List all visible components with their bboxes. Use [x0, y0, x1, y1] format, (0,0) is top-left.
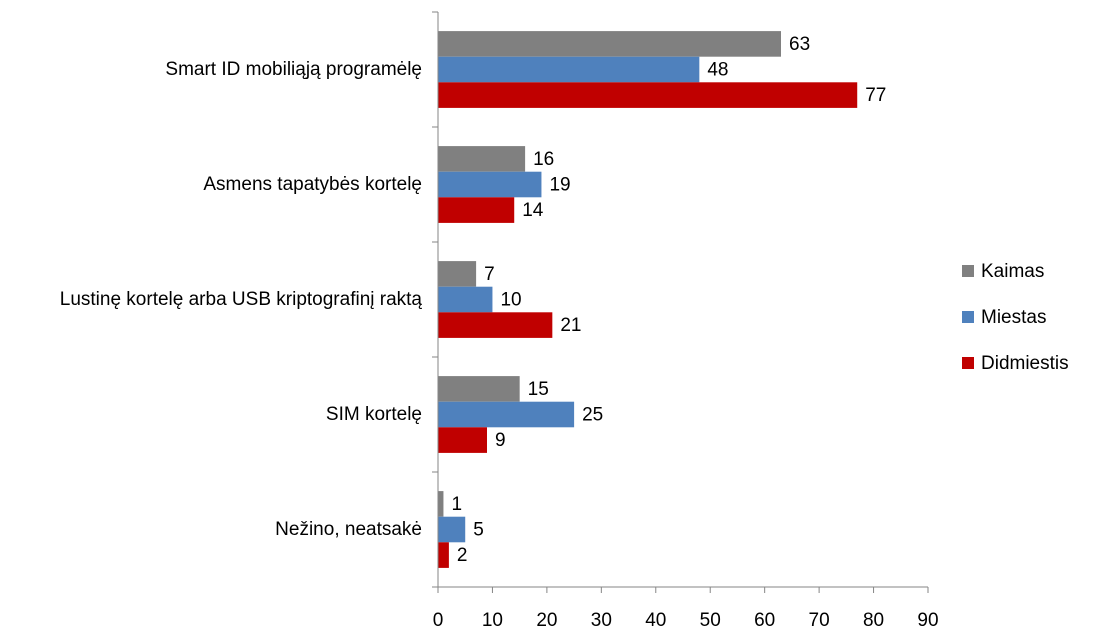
data-label: 7 — [484, 264, 495, 285]
data-label: 2 — [457, 545, 468, 566]
y-tick-text: Smart ID mobiliąją programėlę — [165, 58, 422, 80]
bar — [438, 146, 526, 172]
x-tick-label: 40 — [645, 610, 666, 631]
x-tick-label: 60 — [754, 610, 775, 631]
data-label: 15 — [528, 379, 549, 400]
bar — [438, 312, 553, 338]
y-tick-text: SIM kortelę — [325, 403, 422, 425]
y-tick-text: Lustinę kortelę arba USB kriptografinį r… — [59, 288, 422, 310]
data-label: 14 — [522, 200, 544, 221]
bar — [438, 516, 466, 543]
data-label: 48 — [707, 60, 728, 81]
data-label: 1 — [451, 494, 462, 515]
x-tick-label: 10 — [482, 610, 503, 631]
bar — [438, 376, 520, 402]
x-tick-label: 90 — [917, 610, 938, 631]
bar — [438, 197, 515, 223]
data-label: 21 — [560, 315, 581, 336]
bar — [438, 286, 493, 313]
data-label: 5 — [473, 520, 484, 541]
x-tick-label: 70 — [809, 610, 830, 631]
y-tick-label: Smart ID mobiliąją programėlę — [0, 57, 422, 83]
data-label: 16 — [533, 149, 554, 170]
y-tick-label: Nežino, neatsakė — [0, 517, 422, 543]
bar — [438, 491, 444, 517]
legend-swatch — [962, 311, 974, 323]
data-label: 77 — [865, 85, 886, 106]
y-tick-text: Nežino, neatsakė — [275, 518, 422, 540]
legend-swatch — [962, 265, 974, 277]
bar — [438, 427, 487, 453]
legend-swatch — [962, 357, 974, 369]
y-tick-label: SIM kortelę — [0, 402, 422, 428]
data-label: 10 — [500, 290, 521, 311]
data-label: 9 — [495, 430, 506, 451]
bar — [438, 31, 781, 57]
bar — [438, 401, 575, 428]
y-tick-label: Asmens tapatybės kortelę — [0, 172, 422, 198]
x-tick-label: 80 — [863, 610, 884, 631]
y-tick-text: Asmens tapatybės kortelę — [203, 173, 422, 195]
bar — [438, 542, 449, 568]
x-tick-label: 0 — [433, 610, 444, 631]
data-label: 25 — [582, 405, 603, 426]
legend-label: Didmiestis — [981, 353, 1069, 374]
data-label: 19 — [549, 175, 570, 196]
legend-label: Miestas — [981, 307, 1046, 328]
bar — [438, 82, 858, 108]
x-tick-label: 20 — [536, 610, 557, 631]
bar — [438, 261, 477, 287]
bar — [438, 56, 700, 83]
x-tick-label: 30 — [591, 610, 612, 631]
legend-label: Kaimas — [981, 261, 1044, 282]
y-tick-label: Lustinę kortelę arba USB kriptografinį r… — [0, 287, 422, 313]
data-label: 63 — [789, 34, 810, 55]
x-tick-label: 50 — [700, 610, 721, 631]
bar — [438, 171, 542, 198]
